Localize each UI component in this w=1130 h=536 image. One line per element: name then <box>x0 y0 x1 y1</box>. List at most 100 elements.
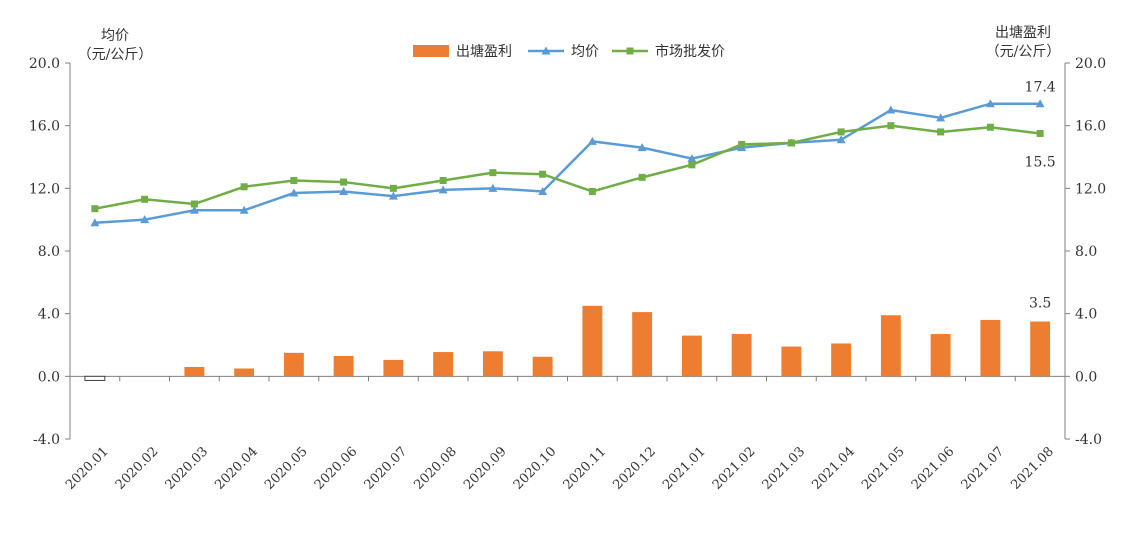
line-point <box>986 123 994 131</box>
x-tick-label: 2020.12 <box>610 444 659 493</box>
right-tick-label: -4.0 <box>1075 432 1102 448</box>
bar <box>433 352 454 377</box>
line-point <box>985 99 995 108</box>
line-point <box>340 178 348 186</box>
x-tick-label: 2021.04 <box>809 444 858 493</box>
data-label: 3.5 <box>1029 296 1051 312</box>
line-point <box>290 177 298 184</box>
bar <box>532 356 553 377</box>
line-point <box>836 135 846 144</box>
bar <box>1030 321 1051 377</box>
line-point <box>787 139 795 147</box>
x-tick-label: 2021.03 <box>760 444 809 493</box>
line-point <box>240 183 248 191</box>
bar <box>681 335 702 377</box>
bar <box>781 346 802 377</box>
bar <box>980 319 1001 377</box>
x-tick-label: 2021.02 <box>710 444 759 493</box>
x-tick-label: 2021.05 <box>859 444 908 493</box>
left-axis-unit: （元/公斤） <box>78 47 153 63</box>
x-tick-label: 2021.08 <box>1008 444 1057 493</box>
x-tick-label: 2020.04 <box>212 444 261 493</box>
line-point <box>439 177 447 184</box>
line-point <box>289 188 299 197</box>
line-point <box>389 184 397 192</box>
x-tick-label: 2020.10 <box>511 444 560 493</box>
line-point <box>538 186 548 195</box>
bar <box>184 366 205 377</box>
line-point <box>637 143 647 152</box>
x-tick-label: 2020.08 <box>411 444 460 493</box>
x-tick-label: 2021.06 <box>909 444 958 493</box>
bar <box>383 359 404 377</box>
right-tick-label: 16.0 <box>1075 119 1106 135</box>
line-point <box>140 215 150 224</box>
left-tick-label: 20.0 <box>29 56 60 72</box>
bar <box>632 312 653 377</box>
x-tick-label: 2020.09 <box>461 444 510 493</box>
line-point <box>1036 130 1044 137</box>
line-point <box>438 185 448 194</box>
line-point <box>638 173 646 181</box>
left-axis-title: 均价 <box>101 28 129 44</box>
x-tick-label: 2020.11 <box>561 444 610 493</box>
right-tick-label: 20.0 <box>1075 56 1106 72</box>
data-label: 17.4 <box>1025 80 1056 96</box>
x-tick-label: 2020.07 <box>362 444 411 493</box>
line-point <box>687 154 697 163</box>
line-point <box>339 186 349 195</box>
left-tick-label: 16.0 <box>29 119 60 135</box>
line-point <box>489 169 497 177</box>
bar <box>930 334 951 377</box>
line-point <box>936 113 946 122</box>
line-series <box>90 99 1045 227</box>
bar <box>333 355 354 377</box>
bar <box>831 343 852 377</box>
line-point <box>886 105 896 114</box>
line-point <box>90 218 100 227</box>
line-point <box>189 205 199 214</box>
line-point <box>837 128 845 136</box>
line-point <box>141 195 149 203</box>
legend-marker <box>541 46 551 55</box>
line-point <box>588 187 596 195</box>
bar-series <box>84 305 1051 381</box>
legend: 出塘盈利 均价 市场批发价 <box>413 43 725 60</box>
line-point <box>587 136 597 145</box>
x-tick-label: 2020.01 <box>63 444 112 493</box>
left-tick-label: 8.0 <box>38 244 60 260</box>
line-point <box>388 191 398 200</box>
line-point <box>738 140 746 148</box>
left-tick-label: -4.0 <box>33 432 60 448</box>
bar <box>283 352 304 377</box>
legend-label: 市场批发价 <box>655 43 725 60</box>
line-point <box>488 183 498 192</box>
line-point <box>1035 99 1045 108</box>
x-tick-label: 2020.05 <box>262 444 311 493</box>
series-line <box>94 102 1041 225</box>
line-point <box>887 122 895 130</box>
bar <box>880 315 901 377</box>
x-tick-label: 2020.06 <box>312 444 361 493</box>
x-tick-label: 2021.01 <box>660 444 709 493</box>
legend-swatch-bar <box>413 45 449 57</box>
data-label: 15.5 <box>1025 155 1056 171</box>
right-tick-label: 4.0 <box>1075 307 1097 323</box>
left-tick-label: 0.0 <box>38 369 60 385</box>
right-tick-label: 0.0 <box>1075 369 1097 385</box>
line-point <box>91 205 99 213</box>
series-line <box>94 124 1041 210</box>
left-tick-label: 4.0 <box>38 307 60 323</box>
right-tick-label: 8.0 <box>1075 244 1097 260</box>
bar <box>84 375 106 381</box>
bar <box>234 368 255 377</box>
legend-label: 出塘盈利 <box>456 44 512 60</box>
bar <box>731 334 752 377</box>
right-axis-unit: （元/公斤） <box>986 44 1061 60</box>
x-tick-label: 2020.02 <box>113 444 162 493</box>
right-axis-title: 出塘盈利 <box>995 25 1051 41</box>
line-point <box>239 205 249 214</box>
right-tick-label: 12.0 <box>1075 181 1106 197</box>
bar <box>482 351 503 377</box>
